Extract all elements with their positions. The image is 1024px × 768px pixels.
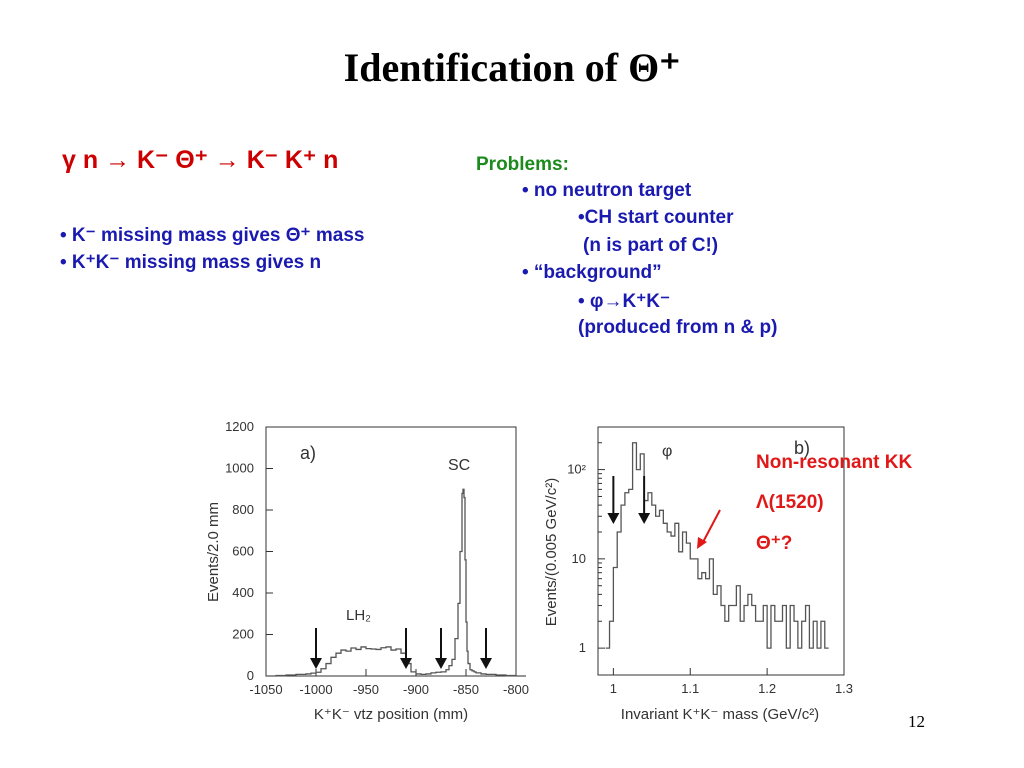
x-tick-label: -1000 (299, 682, 332, 697)
y-tick-label: 0 (247, 668, 254, 683)
x-tick-label: -1050 (249, 682, 282, 697)
x-tick-label: -950 (353, 682, 379, 697)
chart-b-ylabel: Events/(0.005 GeV/c²) (543, 478, 560, 626)
slide-number: 12 (908, 712, 925, 731)
left-bullet-1: • K⁻ missing mass gives Θ⁺ mass (60, 225, 365, 246)
x-tick-label: 1 (610, 681, 617, 696)
cut-arrowhead (638, 513, 651, 524)
chart-a-frame (265, 426, 517, 677)
y-tick-label: 1200 (225, 419, 254, 434)
background-arrow (701, 509, 721, 545)
problem-item-6: (produced from n & p) (578, 317, 778, 338)
problem-item-5: • φ→K⁺K⁻ (578, 291, 671, 312)
problem-item-3: (n is part of C!) (583, 235, 719, 256)
chart-a-histogram (266, 488, 526, 677)
problems-heading: Problems: (476, 154, 569, 175)
chart-b-histogram (605, 442, 829, 649)
chart-b-peak-label: φ (662, 443, 672, 460)
background-arrowhead (697, 537, 707, 549)
x-tick-label: -800 (503, 682, 529, 697)
slide-title: Identification of Θ⁺ (343, 45, 681, 90)
problem-item-4: • “background” (522, 262, 662, 283)
y-tick-label: 200 (232, 627, 254, 642)
x-tick-label: 1.2 (758, 681, 776, 696)
cut-arrowhead (480, 658, 492, 669)
cut-arrowhead (400, 658, 412, 669)
annotation-theta: Θ⁺? (756, 533, 793, 554)
annotation-lambda: Λ(1520) (756, 492, 824, 513)
y-tick-label: 1 (579, 640, 586, 655)
chart-a-label-target: LH₂ (346, 607, 371, 624)
y-tick-label: 10² (567, 462, 586, 477)
problem-item-2: •CH start counter (578, 207, 734, 228)
chart-a-xlabel: K⁺K⁻ vtz position (mm) (314, 706, 468, 723)
cut-arrowhead (607, 513, 620, 524)
y-tick-label: 1000 (225, 461, 254, 476)
cut-arrowhead (435, 658, 447, 669)
x-tick-label: -900 (403, 682, 429, 697)
x-tick-label: 1.3 (835, 681, 853, 696)
chart-a-label-sc: SC (448, 457, 470, 474)
annotation-non-resonant: Non-resonant KK (756, 452, 913, 473)
problem-item-1: • no neutron target (522, 180, 692, 201)
y-tick-label: 10 (572, 551, 586, 566)
cut-arrowhead (310, 658, 322, 669)
x-tick-label: 1.1 (681, 681, 699, 696)
chart-b: 1 1.1 1.2 1.3 1 10 10² b) φ Invariant K⁺K⁻ mas… (543, 426, 853, 723)
chart-b-xlabel: Invariant K⁺K⁻ mass (GeV/c²) (621, 706, 819, 723)
chart-a: -1050 -1000 -950 -900 -850 -800 0 200 400 600 800 1… (205, 419, 529, 723)
chart-a-ylabel: Events/2.0 mm (205, 502, 222, 602)
y-tick-label: 600 (232, 544, 254, 559)
chart-b-frame (597, 426, 845, 676)
left-bullet-2: • K⁺K⁻ missing mass gives n (60, 252, 322, 273)
x-tick-label: -850 (453, 682, 479, 697)
chart-a-panel-label: a) (300, 443, 316, 463)
chart-b-panel-label: b) (794, 438, 810, 458)
y-tick-label: 400 (232, 585, 254, 600)
reaction-equation: γ n → K⁻ Θ⁺ → K⁻ K⁺ n (62, 146, 339, 174)
y-tick-label: 800 (232, 502, 254, 517)
